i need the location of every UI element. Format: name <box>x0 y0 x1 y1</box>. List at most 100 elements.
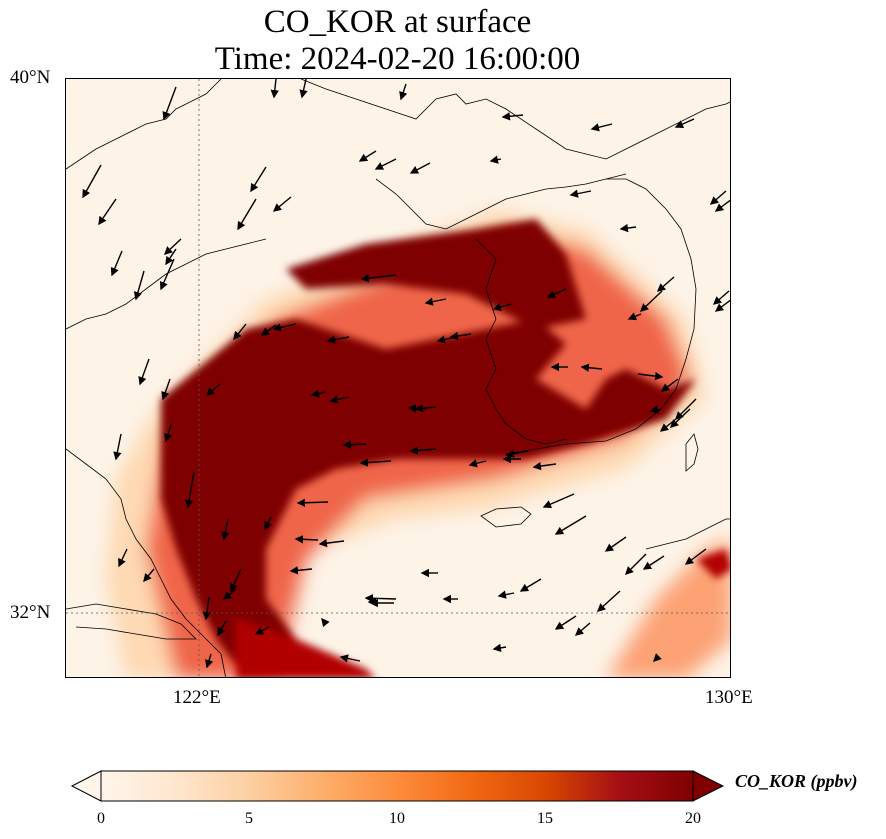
colorbar-tick-15: 15 <box>537 810 553 827</box>
wind-arrow <box>326 335 350 344</box>
colorbar-label: CO_KOR (ppbv) <box>735 771 858 791</box>
wind-arrow <box>299 79 308 99</box>
wind-arrow <box>264 516 272 531</box>
wind-arrow <box>497 590 515 599</box>
wind-arrow <box>163 238 182 255</box>
wind-arrow <box>684 548 707 565</box>
wind-arrow <box>118 548 128 568</box>
wind-arrow <box>407 404 427 413</box>
wind-arrow <box>254 626 270 635</box>
colorbar-tick-20: 20 <box>685 810 701 827</box>
lat-label-32n: 32°N <box>10 602 51 623</box>
wind-arrow <box>492 643 507 652</box>
wind-arrow <box>230 568 242 593</box>
wind-arrow <box>318 538 345 548</box>
wind-arrow <box>574 622 591 636</box>
wind-arrow <box>360 274 397 283</box>
wind-arrow <box>712 290 730 305</box>
wind-arrow <box>619 223 637 233</box>
plume-east-band <box>607 539 730 677</box>
map-svg <box>66 79 730 677</box>
wind-arrow <box>110 250 123 277</box>
wind-arrow <box>714 299 730 312</box>
wind-arrow <box>674 118 695 128</box>
wind-arrow <box>339 654 361 663</box>
wind-arrow <box>296 498 329 507</box>
wind-arrow <box>675 398 697 420</box>
wind-arrow <box>468 459 487 468</box>
colorbar <box>70 770 725 802</box>
wind-arrow <box>399 83 408 101</box>
wind-arrow <box>501 112 524 121</box>
plot-title-line2: Time: 2024-02-20 16:00:00 <box>214 41 581 77</box>
wind-arrow <box>546 288 567 298</box>
wind-arrow <box>374 158 397 170</box>
island-jeju <box>480 506 532 528</box>
wind-arrow <box>237 198 257 231</box>
wind-arrow <box>409 162 431 174</box>
coastline-china-east <box>66 448 227 677</box>
wind-arrow <box>660 378 679 392</box>
plume-east-core <box>696 549 730 579</box>
wind-arrow <box>669 408 691 428</box>
gridlines <box>66 79 730 677</box>
wind-arrow <box>625 553 647 575</box>
plume-core-north <box>286 219 586 329</box>
wind-arrow <box>590 123 613 132</box>
wind-arrow <box>289 566 313 575</box>
wind-arrow <box>649 405 662 414</box>
wind-arrow <box>222 588 237 600</box>
wind-arrow <box>321 617 330 628</box>
wind-arrow <box>205 383 221 396</box>
wind-arrow <box>604 536 627 552</box>
coastline-yangtze-mouth <box>66 603 197 640</box>
coastline-kyushu <box>645 518 730 550</box>
wind-arrow <box>294 535 319 544</box>
wind-arrow <box>637 371 664 381</box>
wind-arrow <box>272 323 297 332</box>
lon-label-130e: 130°E <box>705 687 753 708</box>
wind-arrow <box>82 164 102 199</box>
coastline-shandong <box>66 238 267 330</box>
wind-arrow <box>217 620 227 637</box>
coastline-north-korea-west <box>375 173 627 230</box>
wind-arrow <box>627 312 642 321</box>
wind-arrow <box>656 276 675 292</box>
wind-arrow <box>113 433 122 461</box>
wind-arrow <box>162 86 177 121</box>
wind-arrow <box>639 290 663 312</box>
concentration-field <box>106 209 730 677</box>
wind-arrow <box>596 590 621 612</box>
colorbar-max-extend <box>692 770 725 802</box>
wind-arrow <box>492 302 512 312</box>
coastline-liaodong-bohai <box>66 79 222 170</box>
island-tsushima <box>685 433 699 472</box>
colorbar-tick-10: 10 <box>389 810 405 827</box>
wind-arrow <box>138 358 150 386</box>
wind-arrow <box>221 518 230 541</box>
coastlines <box>66 79 730 677</box>
map-panel <box>65 78 731 678</box>
wind-arrow <box>250 166 267 193</box>
wind-arrow <box>642 555 665 570</box>
wind-arrow <box>98 198 117 226</box>
wind-arrow <box>205 653 214 669</box>
wind-arrow <box>358 150 377 162</box>
wind-arrow <box>165 248 177 266</box>
wind-arrow <box>164 424 173 443</box>
colorbar-tick-5: 5 <box>245 810 253 827</box>
wind-arrow <box>329 395 350 404</box>
wind-arrow <box>580 363 603 372</box>
plot-title-line1: CO_KOR at surface <box>263 4 532 40</box>
wind-arrow <box>342 440 367 449</box>
wind-arrow <box>569 189 592 198</box>
wind-arrow <box>505 449 529 458</box>
coastline-korea-east <box>505 178 697 455</box>
colorbar-min-extend <box>70 770 102 802</box>
wind-arrow <box>185 471 195 509</box>
wind-arrow <box>659 418 677 432</box>
wind-arrow <box>364 594 397 603</box>
colorbar-tick-0: 0 <box>97 810 105 827</box>
wind-arrow <box>310 389 327 398</box>
coastline-korea-west <box>475 238 567 445</box>
